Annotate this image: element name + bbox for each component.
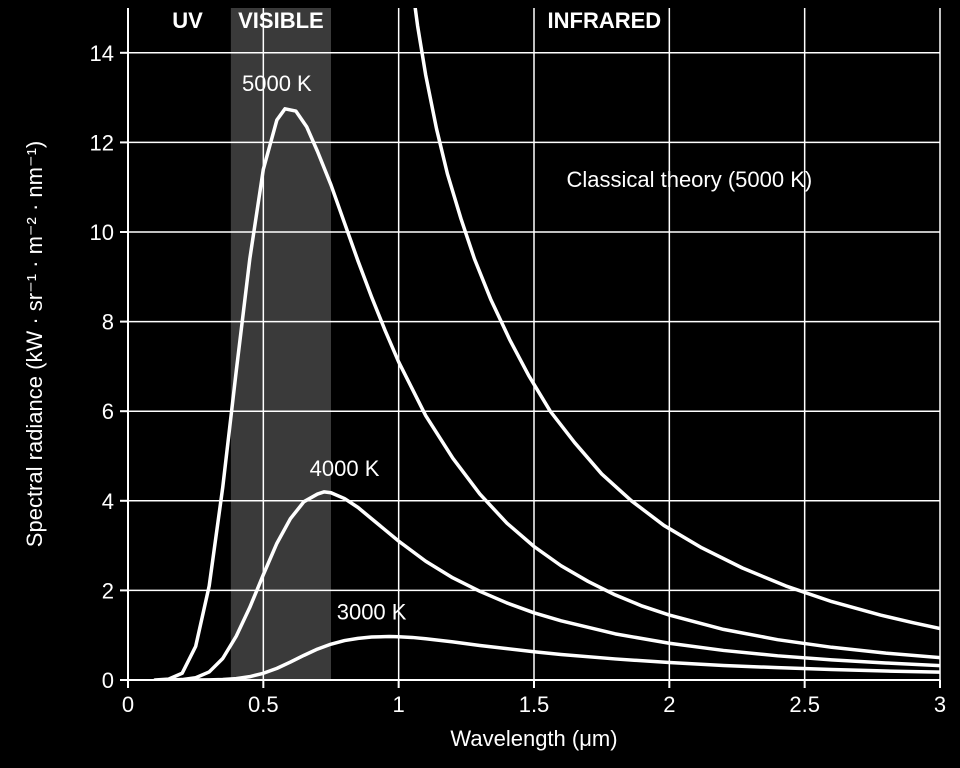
x-tick-label: 1 — [393, 692, 405, 717]
y-tick-label: 4 — [102, 489, 114, 514]
series-label-planck_3000K: 3000 K — [337, 600, 407, 625]
y-axis-label: Spectral radiance (kW · sr⁻¹ · m⁻² · nm⁻… — [22, 141, 47, 547]
y-tick-label: 12 — [90, 130, 114, 155]
chart-bg — [0, 0, 960, 768]
x-tick-label: 0.5 — [248, 692, 279, 717]
x-tick-label: 0 — [122, 692, 134, 717]
x-tick-label: 3 — [934, 692, 946, 717]
annotation: Classical theory (5000 K) — [566, 167, 812, 192]
y-tick-label: 14 — [90, 41, 114, 66]
x-tick-label: 1.5 — [519, 692, 550, 717]
y-tick-label: 10 — [90, 220, 114, 245]
y-tick-label: 0 — [102, 668, 114, 693]
x-tick-label: 2.5 — [789, 692, 820, 717]
region-label: VISIBLE — [238, 8, 324, 33]
x-axis-label: Wavelength (μm) — [450, 726, 617, 751]
region-label: UV — [172, 8, 203, 33]
y-tick-label: 6 — [102, 399, 114, 424]
visible-band — [231, 8, 331, 680]
y-tick-label: 8 — [102, 310, 114, 335]
x-tick-label: 2 — [663, 692, 675, 717]
y-tick-label: 2 — [102, 578, 114, 603]
region-label: INFRARED — [548, 8, 662, 33]
blackbody-chart: 0 0.5 1 1.5 2 2.5 3 0 2 4 6 8 10 12 14 Wavelength (μm) S… — [0, 0, 960, 768]
series-label-planck_4000K: 4000 K — [310, 456, 380, 481]
series-label-planck_5000K: 5000 K — [242, 71, 312, 96]
chart-svg: 0 0.5 1 1.5 2 2.5 3 0 2 4 6 8 10 12 14 Wavelength (μm) S… — [0, 0, 960, 768]
